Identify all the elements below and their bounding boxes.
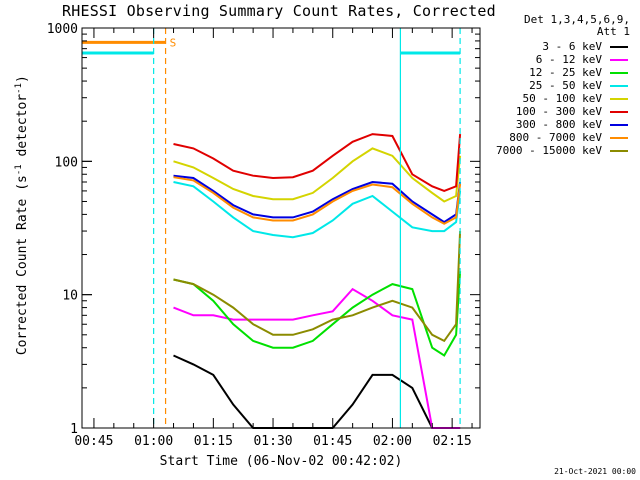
series-line-5: [173, 133, 462, 192]
axes-layer: 1 10 100 1000 00:45 01:00 01:15 01:30 01:45 02:00…: [47, 22, 481, 449]
x-axis-label: Start Time (06-Nov-02 00:42:02): [159, 454, 403, 469]
legend-swatch: [610, 137, 628, 139]
legend-item: 25 - 50 keV: [474, 79, 628, 92]
legend-swatch: [610, 98, 628, 100]
series-line-7: [173, 176, 462, 225]
x-tick-label-5: 02:00: [373, 434, 412, 449]
legend-item: 300 - 800 keV: [474, 118, 628, 131]
y-tick-label-3: 1000: [47, 22, 78, 37]
legend-item: 800 - 7000 keV: [474, 131, 628, 144]
series-line-6: [173, 174, 462, 224]
legend-item-label: 300 - 800 keV: [515, 118, 602, 131]
legend-swatch: [610, 59, 628, 61]
legend-item-label: 12 - 25 keV: [529, 66, 602, 79]
series-line-2: [173, 271, 462, 357]
legend-swatch: [610, 85, 628, 87]
series-layer: [173, 133, 462, 429]
legend-item: 3 - 6 keV: [474, 40, 628, 53]
legend-swatch: [610, 72, 628, 74]
legend-item-label: 7000 - 15000 keV: [496, 144, 602, 157]
legend-item: 6 - 12 keV: [474, 53, 628, 66]
legend-detectors: Det 1,3,4,5,6,9,: [524, 13, 630, 26]
x-tick-label-0: 00:45: [74, 434, 113, 449]
legend-item: 100 - 300 keV: [474, 105, 628, 118]
series-line-8: [173, 231, 462, 343]
legend-item-label: 3 - 6 keV: [542, 40, 602, 53]
legend-item-label: 800 - 7000 keV: [509, 131, 602, 144]
legend-swatch: [610, 124, 628, 126]
timestamp-stamp: 21-Oct-2021 00:00: [554, 467, 636, 476]
series-line-1: [173, 287, 461, 429]
x-tick-label-4: 01:45: [313, 434, 352, 449]
legend-item: 12 - 25 keV: [474, 66, 628, 79]
legend-swatch: [610, 46, 628, 48]
legend-item: 50 - 100 keV: [474, 92, 628, 105]
series-line-0: [173, 354, 461, 429]
x-tick-label-1: 01:00: [134, 434, 173, 449]
y-tick-label-2: 100: [55, 155, 78, 170]
series-line-3: [173, 181, 462, 239]
legend-item-label: 6 - 12 keV: [535, 53, 602, 66]
legend-item-label: 25 - 50 keV: [529, 79, 602, 92]
chart-title: RHESSI Observing Summary Count Rates, Co…: [62, 2, 496, 20]
legend-item-label: 100 - 300 keV: [515, 105, 602, 118]
series-line-4: [173, 147, 462, 203]
y-tick-label-0: 1: [70, 422, 78, 437]
plot-frame: [81, 27, 481, 429]
legend-swatch: [610, 111, 628, 113]
legend-item-label: 50 - 100 keV: [522, 92, 602, 105]
y-tick-label-1: 10: [62, 289, 78, 304]
legend-swatch: [610, 150, 628, 152]
x-tick-label-6: 02:15: [433, 434, 472, 449]
y-axis-label: Corrected Count Rate (s-1 detector-1): [13, 75, 31, 356]
legend-attenuator: Att 1: [596, 25, 630, 38]
x-tick-label-2: 01:15: [194, 434, 233, 449]
legend-item: 7000 - 15000 keV: [474, 144, 628, 157]
x-tick-label-3: 01:30: [253, 434, 292, 449]
marker-layer: S: [82, 28, 461, 428]
annotation-s-label: S: [170, 36, 177, 49]
